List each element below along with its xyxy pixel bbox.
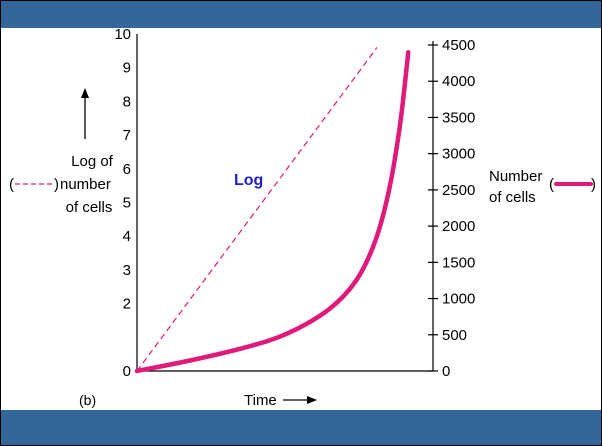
left-legend-close-paren: ): [54, 176, 59, 193]
right-tick-label: 500: [442, 327, 467, 344]
right-tick-label: 3500: [442, 109, 475, 126]
log-series-label: Log: [234, 172, 263, 189]
left-axis-label-line-3: of cells: [66, 199, 113, 216]
left-tick-label: 0: [123, 363, 131, 380]
left-tick-label: 10: [114, 26, 131, 43]
right-legend-open-paren: (: [549, 176, 554, 193]
left-tick-label: 2: [123, 296, 131, 313]
right-tick-label: 1000: [442, 291, 475, 308]
left-tick-label: 4: [123, 228, 131, 245]
right-axis-label-line-2: of cells: [489, 189, 536, 206]
left-tick-label: 7: [123, 127, 131, 144]
right-arrow-icon: [307, 396, 317, 404]
up-arrow-icon: [81, 88, 89, 98]
right-tick-label: 2000: [442, 218, 475, 235]
top-banner: [1, 1, 601, 28]
left-tick-label: 5: [123, 195, 131, 212]
panel-label: (b): [79, 392, 96, 408]
right-axis-label-line-1: Number: [489, 168, 542, 185]
right-legend-close-paren: ): [591, 176, 596, 193]
right-tick-label: 4500: [442, 37, 475, 54]
number-of-cells-series-line: [134, 49, 411, 374]
x-axis-label: Time: [244, 392, 277, 409]
left-tick-label: 6: [123, 161, 131, 178]
log-series-line: [136, 47, 378, 372]
right-tick-label: 3000: [442, 146, 475, 163]
left-tick-label: 8: [123, 93, 131, 110]
right-tick-label: 0: [442, 363, 450, 380]
left-legend-open-paren: (: [9, 176, 14, 193]
left-axis-label-line-1: Log of: [71, 153, 114, 170]
right-tick-label: 1500: [442, 254, 475, 271]
right-tick-label: 4000: [442, 73, 475, 90]
left-tick-label: 3: [123, 262, 131, 279]
left-tick-label: 9: [123, 60, 131, 77]
right-tick-label: 2500: [442, 182, 475, 199]
bottom-banner: [1, 410, 601, 445]
left-axis-label-line-2: number: [60, 176, 111, 193]
